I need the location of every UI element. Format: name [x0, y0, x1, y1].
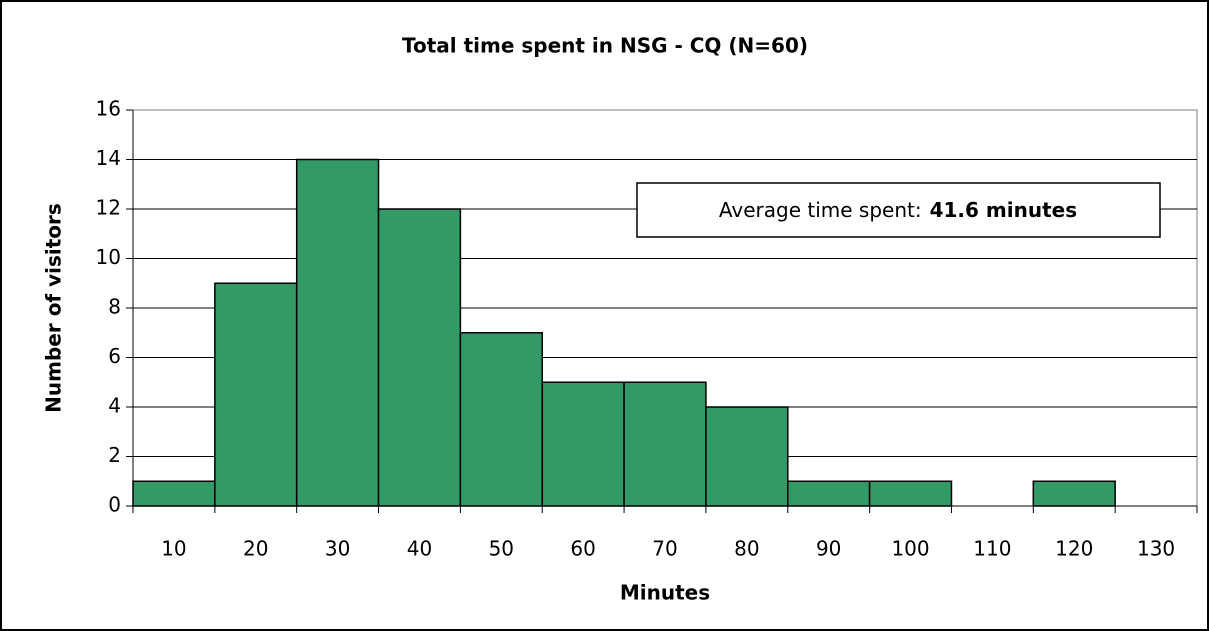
y-tick-label: 2 [108, 443, 121, 467]
bar [295, 158, 380, 507]
x-tick-label: 130 [1137, 537, 1175, 561]
bar [705, 406, 789, 507]
y-tick-label: 10 [96, 245, 121, 269]
x-tick-label: 60 [570, 537, 595, 561]
y-axis-title: Number of visitors [42, 203, 66, 413]
bar [377, 208, 462, 507]
bar [132, 480, 216, 507]
chart-title: Total time spent in NSG - CQ (N=60) [402, 34, 808, 58]
annotation-label: Average time spent: [719, 198, 922, 222]
annotation: Average time spent: 41.6 minutes [719, 198, 1077, 222]
bar [541, 381, 625, 507]
x-tick-label: 70 [652, 537, 677, 561]
annotation-value: 41.6 minutes [930, 198, 1078, 222]
x-tick-label: 100 [891, 537, 929, 561]
y-tick-label: 8 [108, 295, 121, 319]
x-tick-label: 50 [489, 537, 514, 561]
x-tick-label: 30 [325, 537, 350, 561]
x-tick-label: 10 [161, 537, 186, 561]
x-tick-label: 40 [407, 537, 432, 561]
x-tick-label: 90 [816, 537, 841, 561]
bar [623, 381, 707, 507]
x-tick-label: 20 [243, 537, 268, 561]
y-tick-label: 16 [96, 97, 121, 121]
x-tick-label: 120 [1055, 537, 1093, 561]
bar [787, 480, 871, 507]
y-tick-label: 14 [96, 146, 121, 170]
bar [868, 480, 953, 507]
x-tick-label: 80 [734, 537, 759, 561]
bar [214, 282, 298, 507]
x-tick-label: 110 [973, 537, 1011, 561]
x-axis-title: Minutes [620, 581, 710, 605]
bar [459, 332, 543, 507]
y-tick-label: 12 [96, 196, 121, 220]
y-tick-label: 4 [108, 394, 121, 418]
annotation-box [636, 182, 1161, 238]
y-tick-label: 6 [108, 344, 121, 368]
y-tick-label: 0 [108, 493, 121, 517]
bar [1032, 480, 1116, 507]
